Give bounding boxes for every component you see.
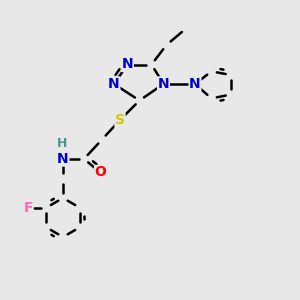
Text: N: N [122,58,133,71]
Text: S: S [115,113,125,127]
Text: N: N [108,77,120,91]
Text: F: F [23,201,33,215]
Text: H: H [57,137,68,150]
Text: O: O [94,166,106,179]
Text: N: N [189,77,201,91]
Text: N: N [158,77,169,91]
Text: N: N [57,152,69,166]
